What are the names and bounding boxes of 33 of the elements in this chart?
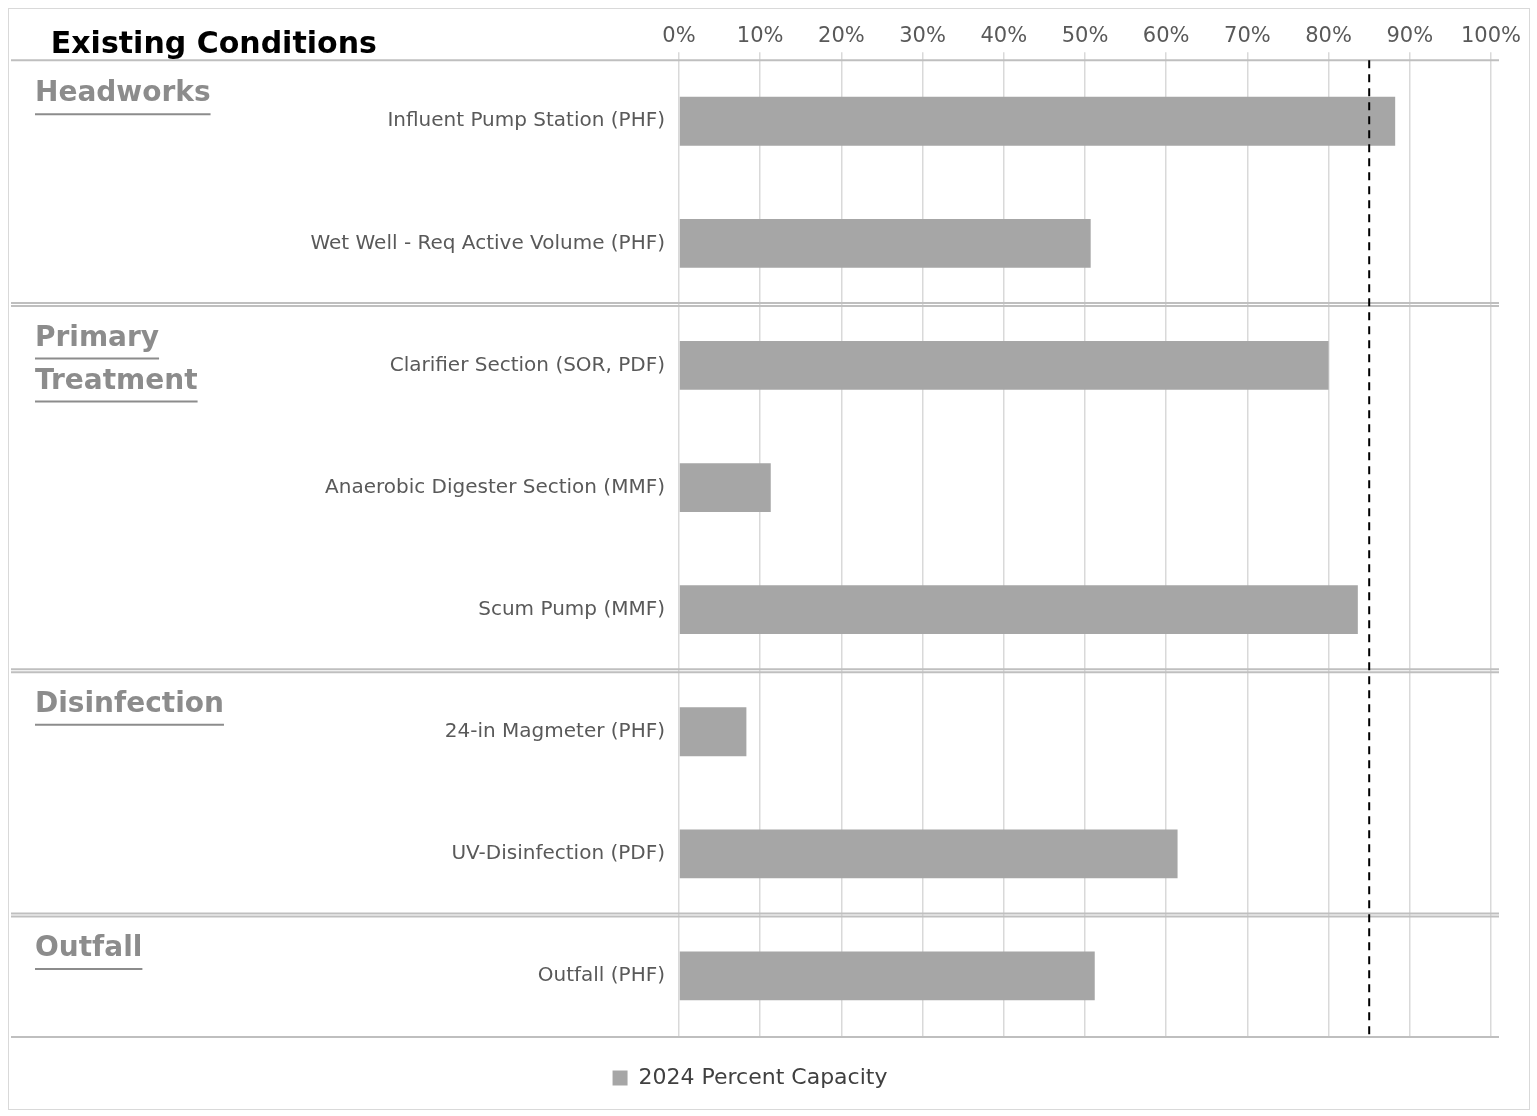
y-tick-label: Influent Pump Station (PHF) (387, 107, 665, 132)
x-tick-label: 80% (1305, 23, 1352, 48)
bar (679, 951, 1095, 1001)
x-tick-label: 30% (899, 23, 946, 48)
y-tick-label: Scum Pump (MMF) (478, 595, 665, 620)
bar (679, 585, 1358, 635)
x-tick-label: 40% (980, 23, 1028, 48)
y-tick-label: Clarifier Section (SOR, PDF) (389, 351, 665, 376)
bar (679, 96, 1396, 146)
bar (679, 341, 1329, 390)
x-tick-label: 100% (1460, 23, 1522, 48)
x-tick-label: 0% (662, 23, 696, 48)
bar (679, 829, 1178, 879)
y-tick-label: Wet Well - Req Active Volume (PHF) (310, 229, 665, 254)
text: Disinfection (35, 685, 224, 719)
text: Headworks (35, 75, 211, 109)
bar (679, 463, 771, 512)
legend-label: 2024 Percent Capacity (638, 1063, 888, 1089)
x-tick-label: 70% (1224, 23, 1271, 48)
x-tick-label: 50% (1061, 23, 1109, 48)
y-tick-label: UV-Disinfection (PDF) (451, 840, 665, 865)
text: Outfall (35, 930, 143, 964)
y-tick-label: Anaerobic Digester Section (MMF) (325, 473, 665, 498)
x-tick-label: 90% (1386, 23, 1434, 48)
bar (679, 707, 747, 757)
x-tick-label: 60% (1142, 23, 1190, 48)
y-tick-label: Outfall (PHF) (537, 962, 665, 987)
x-tick-label: 20% (818, 23, 865, 48)
x-tick-label: 10% (736, 23, 784, 48)
text: Existing Conditions (9, 24, 377, 60)
text: Primary Treatment (35, 319, 198, 396)
bar (679, 218, 1091, 268)
y-tick-label: 24-in Magmeter (PHF) (444, 717, 665, 742)
